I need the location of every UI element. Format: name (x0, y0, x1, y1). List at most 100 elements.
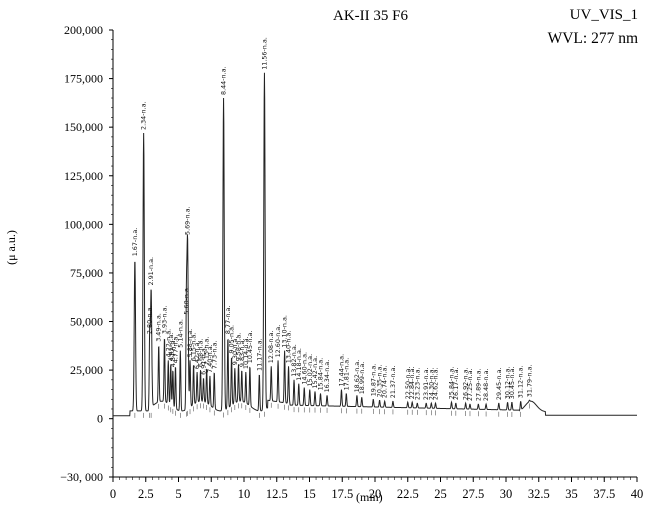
peak-label: 6.91-n.a. (200, 346, 208, 375)
peak-label: 3.93-n.a. (161, 306, 169, 335)
peak-label: 2.91-n.a. (147, 257, 155, 286)
peak-label: 12.08-n.a. (267, 331, 275, 364)
peak-label: 8.77-n.a. (224, 306, 232, 335)
peak-label: 11.17-n.a. (255, 338, 263, 371)
x-tick-label: 0 (110, 487, 116, 501)
peak-label: 17.81-n.a. (342, 358, 350, 391)
peak-label: 27.89-n.a. (474, 368, 482, 401)
x-tick-label: 35 (565, 487, 578, 501)
peak-label: 13.82-n.a. (290, 344, 298, 377)
peak-label: 7.73-n.a. (210, 341, 218, 370)
x-tick-label: 10 (238, 487, 251, 501)
peak-label: 6.42-n.a. (193, 341, 201, 370)
peak-label: 5.60-n.a. (182, 286, 190, 315)
peak-label: 1.67-n.a. (131, 228, 139, 257)
x-tick-label: 27.5 (462, 487, 484, 501)
y-tick-label: 50,000 (70, 315, 103, 329)
peak-label: 4.57-n.a. (169, 339, 177, 368)
peak-label: 9.58-n.a. (235, 333, 243, 362)
x-tick-label: 2.5 (138, 487, 154, 501)
peak-label: 7.15-n.a. (203, 337, 211, 366)
peak-label: 10.45-n.a. (246, 331, 254, 364)
y-tick-label: 150,000 (64, 120, 103, 134)
peak-label: 10.14-n.a. (242, 336, 250, 369)
peak-label: 25.84-n.a. (448, 367, 456, 400)
peak-label: 26.92-n.a. (462, 367, 470, 400)
peak-label: 9.83-n.a. (238, 339, 246, 368)
peak-markers (134, 402, 530, 418)
y-tick-label: 25,000 (70, 363, 103, 377)
x-tick-label: 7.5 (203, 487, 219, 501)
peak-label: 20.35-n.a. (376, 365, 384, 398)
x-tick-label: 15 (303, 487, 316, 501)
peak-label: 29.45-n.a. (495, 367, 503, 400)
x-tick-label: 37.5 (593, 487, 615, 501)
x-tick-label: 30 (500, 487, 513, 501)
peak-label: 23.23-n.a. (413, 367, 421, 400)
y-tick-label: 125,000 (64, 169, 103, 183)
peak-label: 21.37-n.a. (389, 366, 397, 399)
x-axis-label: (min) (356, 490, 383, 504)
peak-label: 15.02-n.a. (306, 354, 314, 387)
peak-label: 5.14-n.a. (176, 319, 184, 348)
peak-label: 9.05-n.a. (228, 325, 236, 354)
y-axis-label: (μ a.u.) (3, 230, 18, 265)
peak-label: 15.42-n.a. (311, 356, 319, 389)
peak-label: 6.68-n.a. (197, 339, 205, 368)
peak-label: 14.60-n.a. (300, 352, 308, 385)
x-tick-label: 22.5 (397, 487, 419, 501)
peak-label: 5.69-n.a. (184, 206, 192, 235)
peak-label: 18.62-n.a. (353, 360, 361, 393)
y-tick-label: 100,000 (64, 217, 103, 231)
peak-label: 4.77-n.a. (172, 335, 180, 364)
wavelength-label: WVL: 277 nm (547, 30, 638, 47)
peak-label: 20.74-n.a. (381, 366, 389, 399)
peak-label: 30.12-n.a. (504, 367, 512, 400)
y-tick-label: 200,000 (64, 23, 103, 37)
peak-label: 16.34-n.a. (323, 360, 331, 393)
chart-axes: 200,000 175,000 150,000 125,000 100,000 75,00… (60, 23, 643, 501)
peak-label: 31.79-n.a. (525, 365, 533, 398)
peak-label: 18.99-n.a. (358, 362, 366, 395)
y-tick-label: −30, 000 (60, 470, 103, 484)
peak-label: 28.48-n.a. (482, 368, 490, 401)
peak-label: 2.34-n.a. (140, 101, 148, 130)
peak-label: 24.62-n.a. (432, 367, 440, 400)
peak-label: 3.49-n.a. (155, 313, 163, 342)
x-tick-label: 12.5 (266, 487, 288, 501)
x-tick-label: 5 (175, 487, 181, 501)
peak-label: 19.87-n.a. (369, 364, 377, 397)
peak-label: 9.30-n.a. (231, 337, 239, 366)
peak-label: 7.40-n.a. (206, 344, 214, 373)
peak-label: 27.25-n.a. (466, 368, 474, 401)
peak-label: 4.41-n.a. (167, 333, 175, 362)
chart-title: AK-II 35 F6 (333, 8, 408, 24)
peak-label: 8.44-n.a. (220, 66, 228, 95)
peak-label: 31.12-n.a. (517, 366, 525, 399)
peak-label: 17.44-n.a. (338, 354, 346, 387)
x-tick-label: 25 (434, 487, 447, 501)
peak-label: 23.91-n.a. (422, 367, 430, 400)
channel-label: UV_VIS_1 (569, 7, 638, 23)
y-tick-label: 175,000 (64, 72, 103, 86)
peak-label: 6.15-n.a. (190, 333, 198, 362)
peak-label: 15.84-n.a. (317, 358, 325, 391)
chromatogram-trace (113, 72, 637, 417)
peak-label: 2.80-n.a. (146, 306, 154, 335)
peak-label: 13.40-n.a. (285, 331, 293, 364)
x-tick-label: 40 (631, 487, 644, 501)
y-tick-label: 0 (97, 412, 103, 426)
x-tick-label: 17.5 (331, 487, 353, 501)
peak-label: 11.56-n.a. (260, 37, 268, 70)
peak-label: 24.30-n.a. (427, 367, 435, 400)
peak-label: 5.88-n.a. (186, 329, 194, 358)
peak-label: 22.50-n.a. (404, 367, 412, 400)
y-tick-label: 75,000 (70, 266, 103, 280)
peak-label: 26.17-n.a. (452, 367, 460, 400)
peak-label: 14.18-n.a. (295, 348, 303, 381)
x-tick-label: 20 (369, 487, 382, 501)
peak-label: 13.10-n.a. (281, 315, 289, 348)
x-tick-label: 32.5 (528, 487, 550, 501)
peak-label: 12.60-n.a. (274, 325, 282, 358)
